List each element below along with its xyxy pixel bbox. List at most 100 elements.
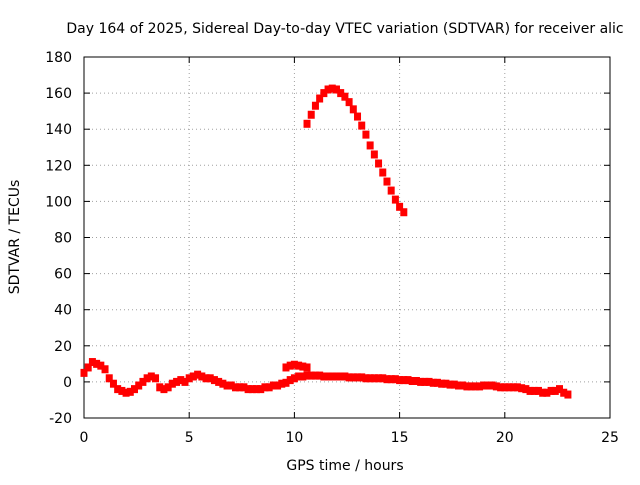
data-point	[290, 374, 298, 383]
y-tick-label: 140	[45, 122, 72, 138]
data-point	[311, 101, 319, 110]
data-point	[223, 381, 231, 390]
data-point	[387, 375, 395, 384]
data-point	[303, 119, 311, 128]
x-tick-label: 20	[496, 430, 514, 446]
data-point	[253, 385, 261, 394]
data-point	[332, 85, 340, 94]
data-point	[375, 159, 383, 168]
data-point	[370, 150, 378, 159]
data-point	[135, 381, 143, 390]
data-point	[80, 368, 88, 377]
data-point	[530, 386, 538, 395]
data-point	[240, 383, 248, 392]
y-tick-label: 60	[54, 267, 72, 283]
data-point	[316, 371, 324, 380]
data-point	[391, 195, 399, 204]
data-point	[332, 372, 340, 381]
data-series	[80, 84, 572, 399]
data-point	[257, 385, 265, 394]
data-point	[345, 98, 353, 107]
data-point	[164, 383, 172, 392]
y-tick-label: 20	[54, 339, 72, 355]
data-point	[303, 363, 311, 372]
data-point	[231, 383, 239, 392]
data-point	[433, 378, 441, 387]
data-point	[488, 381, 496, 390]
data-point	[513, 383, 521, 392]
data-point	[143, 374, 151, 383]
data-point	[484, 381, 492, 390]
data-point	[408, 376, 416, 385]
data-point	[396, 202, 404, 211]
data-point	[311, 371, 319, 380]
data-point	[375, 374, 383, 383]
data-point	[147, 372, 155, 381]
y-tick-label: 100	[45, 194, 72, 210]
data-point	[177, 376, 185, 385]
y-axis-label: SDTVAR / TECUs	[7, 180, 23, 295]
data-point	[383, 375, 391, 384]
data-point	[370, 374, 378, 383]
y-tick-label: 160	[45, 86, 72, 102]
data-point	[497, 383, 505, 392]
data-point	[324, 85, 332, 94]
y-tick-label: 0	[63, 375, 72, 391]
data-point	[168, 379, 176, 388]
data-point	[349, 373, 357, 382]
data-point	[337, 89, 345, 98]
data-point	[274, 381, 282, 390]
data-point	[400, 208, 408, 217]
data-point	[227, 381, 235, 390]
data-point	[210, 376, 218, 385]
y-tick-label: 120	[45, 158, 72, 174]
data-point	[101, 365, 109, 374]
data-point	[282, 378, 290, 387]
data-point	[206, 374, 214, 383]
data-point	[459, 381, 467, 390]
data-point	[349, 105, 357, 114]
data-point	[421, 377, 429, 386]
data-point	[295, 361, 303, 370]
data-point	[417, 377, 425, 386]
data-point	[160, 385, 168, 394]
data-point	[358, 373, 366, 382]
data-point	[429, 378, 437, 387]
data-point	[244, 385, 252, 394]
data-point	[122, 388, 130, 397]
data-point	[480, 381, 488, 390]
x-tick-label: 25	[601, 430, 619, 446]
data-point	[366, 141, 374, 150]
data-point	[438, 379, 446, 388]
data-point	[194, 370, 202, 379]
data-point	[400, 376, 408, 385]
data-point	[126, 387, 134, 396]
data-point	[265, 383, 273, 392]
data-point	[299, 372, 307, 381]
data-point	[341, 372, 349, 381]
data-point	[286, 361, 294, 370]
data-point	[383, 177, 391, 186]
data-point	[362, 374, 370, 383]
data-point	[328, 372, 336, 381]
data-point	[88, 358, 96, 367]
data-point	[118, 386, 126, 395]
data-point	[181, 377, 189, 386]
data-point	[518, 384, 526, 393]
x-tick-label: 0	[80, 430, 89, 446]
data-point	[476, 382, 484, 391]
x-tick-label: 15	[391, 430, 409, 446]
data-point	[299, 362, 307, 371]
x-axis-label: GPS time / hours	[286, 458, 403, 474]
data-point	[522, 385, 530, 394]
axis-ticks: 0 5 10 15 20 25 -20 0 20 40 60 80 100 120 140 160 180	[45, 50, 619, 446]
data-point	[139, 377, 147, 386]
data-point	[551, 386, 559, 395]
data-point	[564, 390, 572, 399]
data-point	[278, 379, 286, 388]
data-point	[282, 363, 290, 372]
data-point	[450, 380, 458, 389]
data-point	[320, 372, 328, 381]
data-point	[526, 386, 534, 395]
